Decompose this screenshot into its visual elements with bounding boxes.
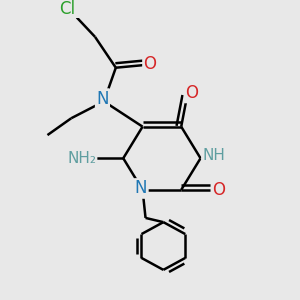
Text: N: N [96,90,109,108]
Text: Cl: Cl [59,0,75,18]
Text: N: N [135,179,147,197]
Text: NH₂: NH₂ [67,151,96,166]
Text: O: O [212,181,225,199]
Text: NH: NH [202,148,225,163]
Text: O: O [185,84,198,102]
Text: O: O [143,55,157,73]
